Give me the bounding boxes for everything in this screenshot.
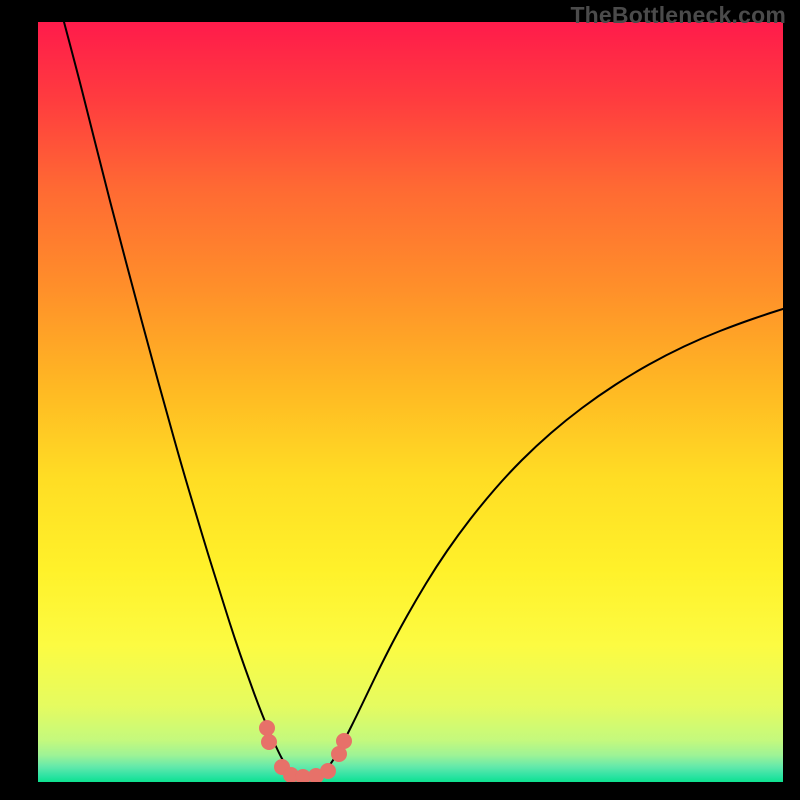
curve-marker (321, 764, 336, 779)
watermark-text: TheBottleneck.com (570, 2, 786, 29)
curve-marker (337, 734, 352, 749)
plot-area (38, 22, 783, 782)
bottleneck-curve (38, 22, 783, 782)
curve-marker (262, 735, 277, 750)
curve-marker (260, 721, 275, 736)
